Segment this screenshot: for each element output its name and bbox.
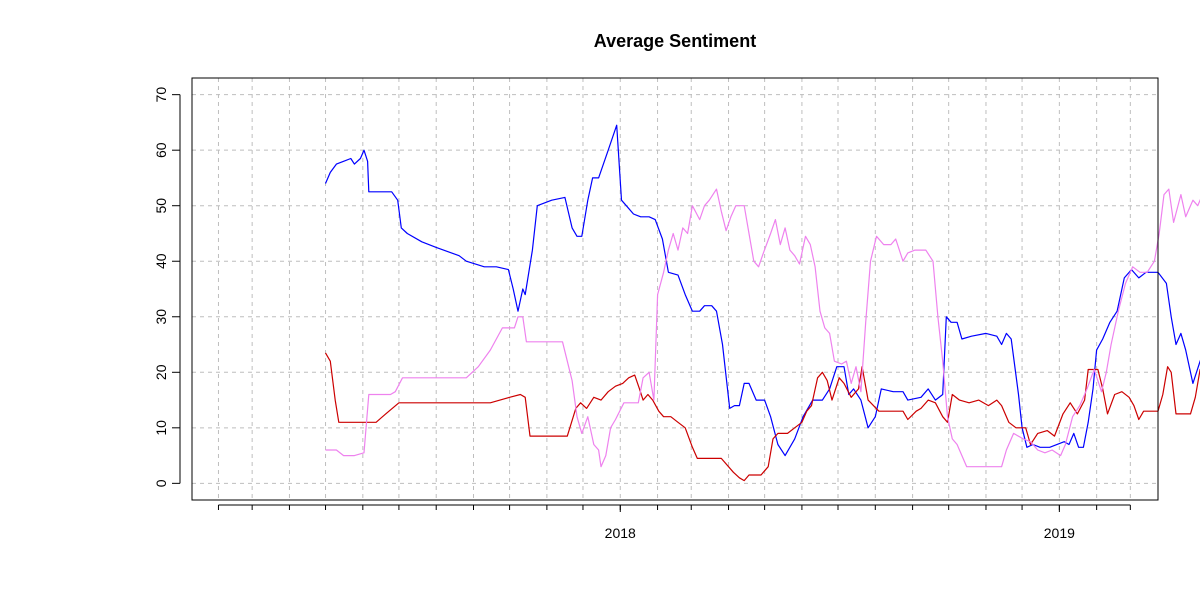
x-tick-label: 2019 <box>1044 525 1075 541</box>
x-axis: 2018 2019 <box>217 504 1131 541</box>
y-tick-label: 70 <box>153 87 169 103</box>
y-tick-label: 60 <box>153 142 169 158</box>
x-tick-label: 2018 <box>605 525 636 541</box>
chart-title: Average Sentiment <box>594 31 756 51</box>
y-axis: 0 10 20 30 40 50 60 70 <box>153 87 181 487</box>
plot-frame <box>191 77 1159 501</box>
y-tick-label: 20 <box>153 364 169 380</box>
series-line-2 <box>324 352 1200 482</box>
y-tick-label: 10 <box>153 420 169 436</box>
y-tick-label: 40 <box>153 253 169 269</box>
y-tick-label: 30 <box>153 309 169 325</box>
series-line-3 <box>325 188 1200 468</box>
y-tick-label: 50 <box>153 198 169 214</box>
series-line-1 <box>324 124 1200 457</box>
series-layer <box>324 124 1200 482</box>
grid <box>192 78 1158 500</box>
y-tick-label: 0 <box>153 479 169 487</box>
